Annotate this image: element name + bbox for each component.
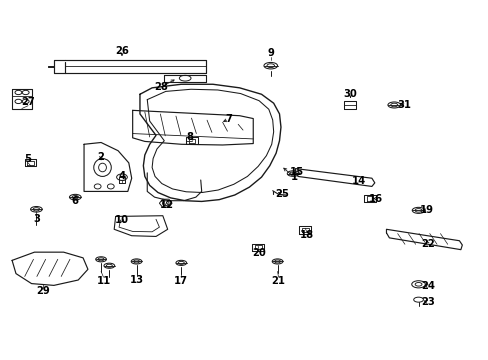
Text: 16: 16 xyxy=(368,194,382,203)
Text: 12: 12 xyxy=(160,200,173,210)
Text: 1: 1 xyxy=(290,172,297,182)
Text: 15: 15 xyxy=(289,167,304,177)
Text: 26: 26 xyxy=(115,46,129,56)
Text: 6: 6 xyxy=(72,197,79,206)
Text: 11: 11 xyxy=(96,276,110,286)
Text: 9: 9 xyxy=(267,48,274,58)
Text: 10: 10 xyxy=(115,215,129,225)
Text: 23: 23 xyxy=(421,297,434,307)
Text: 19: 19 xyxy=(419,205,433,215)
Text: 14: 14 xyxy=(351,176,365,186)
Text: 20: 20 xyxy=(252,248,265,258)
Text: 25: 25 xyxy=(275,189,289,199)
Text: 7: 7 xyxy=(225,114,232,124)
Text: 17: 17 xyxy=(174,276,188,286)
Text: 13: 13 xyxy=(129,275,143,285)
Text: 22: 22 xyxy=(421,239,434,249)
Text: 5: 5 xyxy=(24,154,32,164)
Text: 21: 21 xyxy=(271,276,285,286)
Text: 24: 24 xyxy=(421,282,434,292)
Text: 2: 2 xyxy=(98,152,104,162)
Text: 3: 3 xyxy=(33,214,40,224)
Text: 31: 31 xyxy=(396,100,410,110)
Text: 27: 27 xyxy=(21,97,35,107)
Text: 30: 30 xyxy=(343,89,357,99)
Text: 4: 4 xyxy=(118,171,125,181)
Text: 8: 8 xyxy=(186,132,193,142)
Text: 29: 29 xyxy=(36,287,49,296)
Text: 18: 18 xyxy=(299,230,313,240)
Text: 28: 28 xyxy=(154,82,167,92)
